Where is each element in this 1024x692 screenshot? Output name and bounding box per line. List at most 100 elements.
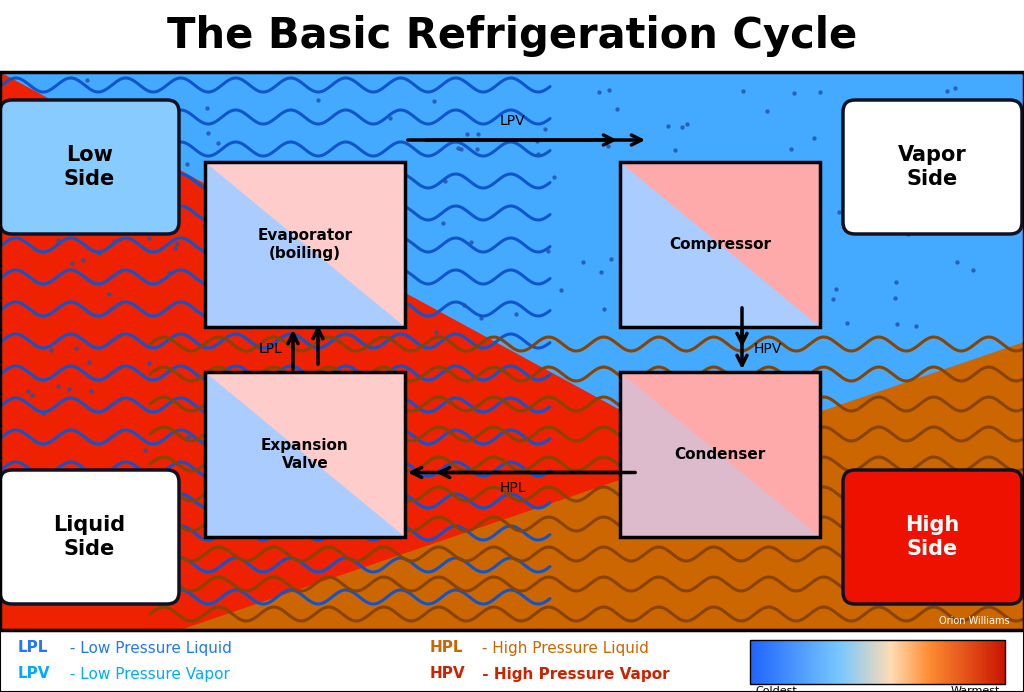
Bar <box>873 640 876 684</box>
Bar <box>904 640 906 684</box>
Bar <box>939 640 941 684</box>
Text: HPV: HPV <box>754 343 782 356</box>
Bar <box>959 640 962 684</box>
Bar <box>935 640 937 684</box>
Bar <box>805 640 807 684</box>
Text: Condenser: Condenser <box>675 447 766 462</box>
Polygon shape <box>620 162 820 327</box>
Bar <box>847 640 849 684</box>
Bar <box>753 640 755 684</box>
Bar <box>963 640 966 684</box>
Bar <box>817 640 820 684</box>
Bar <box>836 640 838 684</box>
Bar <box>929 640 931 684</box>
Bar <box>787 640 790 684</box>
Bar <box>0 0 1024 72</box>
Text: Liquid
Side: Liquid Side <box>53 516 126 558</box>
Bar <box>914 640 916 684</box>
Text: Evaporator
(boiling): Evaporator (boiling) <box>257 228 352 261</box>
Bar <box>912 640 914 684</box>
Bar <box>983 640 985 684</box>
Bar <box>814 640 816 684</box>
Text: - High Pressure Liquid: - High Pressure Liquid <box>477 641 649 655</box>
Bar <box>205 162 406 327</box>
Bar <box>997 640 999 684</box>
Bar <box>980 640 982 684</box>
Bar <box>857 640 859 684</box>
Bar <box>883 640 885 684</box>
Bar <box>885 640 888 684</box>
Bar <box>956 640 958 684</box>
Bar <box>945 640 947 684</box>
Bar <box>947 640 950 684</box>
Bar <box>855 640 857 684</box>
Bar <box>777 640 779 684</box>
Bar <box>764 640 766 684</box>
Bar <box>812 640 815 684</box>
Bar <box>620 372 820 537</box>
Bar <box>864 640 867 684</box>
Bar <box>1001 640 1004 684</box>
Bar <box>889 640 891 684</box>
Bar <box>755 640 758 684</box>
Text: LPL: LPL <box>259 343 283 356</box>
Text: LPV: LPV <box>18 666 50 682</box>
Bar <box>950 640 952 684</box>
Bar <box>880 640 883 684</box>
Bar <box>998 640 1000 684</box>
Bar <box>0 72 1024 630</box>
Bar <box>760 640 763 684</box>
Bar <box>934 640 936 684</box>
Bar <box>976 640 978 684</box>
Bar <box>773 640 775 684</box>
Text: High
Side: High Side <box>905 516 959 558</box>
Bar <box>848 640 851 684</box>
Bar <box>986 640 988 684</box>
Bar <box>962 640 964 684</box>
Bar <box>972 640 974 684</box>
Bar <box>940 640 942 684</box>
Bar <box>869 640 872 684</box>
Bar <box>763 640 765 684</box>
Bar <box>954 640 956 684</box>
Bar <box>878 640 880 684</box>
Bar <box>205 372 406 537</box>
Bar <box>925 640 927 684</box>
Bar <box>968 640 971 684</box>
Bar <box>830 640 833 684</box>
Bar <box>770 640 773 684</box>
Text: - Low Pressure Liquid: - Low Pressure Liquid <box>65 641 231 655</box>
Bar <box>772 640 774 684</box>
Bar <box>820 640 822 684</box>
Bar <box>827 640 830 684</box>
Bar <box>910 640 913 684</box>
Bar <box>884 640 886 684</box>
Bar <box>620 162 820 327</box>
Bar <box>793 640 795 684</box>
Bar <box>765 640 768 684</box>
Bar <box>973 640 976 684</box>
Bar <box>867 640 869 684</box>
FancyBboxPatch shape <box>843 100 1022 234</box>
Bar <box>882 640 884 684</box>
Bar <box>758 640 760 684</box>
Bar <box>788 640 791 684</box>
Bar <box>890 640 893 684</box>
Bar <box>988 640 990 684</box>
Bar <box>930 640 932 684</box>
Bar <box>205 372 406 537</box>
FancyBboxPatch shape <box>843 470 1022 604</box>
Bar <box>893 640 895 684</box>
Bar <box>975 640 977 684</box>
Bar <box>999 640 1002 684</box>
Bar <box>757 640 759 684</box>
Bar <box>846 640 848 684</box>
Bar <box>944 640 946 684</box>
Bar <box>897 640 899 684</box>
Bar <box>937 640 940 684</box>
Bar <box>892 640 894 684</box>
Bar <box>850 640 852 684</box>
Bar <box>942 640 945 684</box>
Text: Coldest: Coldest <box>755 686 797 692</box>
Bar <box>993 640 995 684</box>
